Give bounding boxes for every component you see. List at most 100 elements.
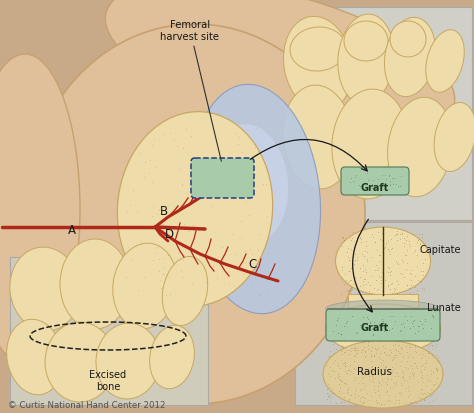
Point: [350, 238, 358, 244]
Point: [401, 252, 409, 259]
Point: [237, 235, 245, 242]
Point: [361, 348, 368, 354]
Point: [201, 192, 209, 199]
Ellipse shape: [426, 31, 464, 93]
Point: [122, 274, 129, 281]
Point: [344, 278, 351, 285]
Point: [351, 274, 358, 281]
Point: [393, 228, 401, 235]
Point: [419, 261, 427, 267]
Point: [242, 259, 250, 265]
Point: [344, 288, 352, 294]
Point: [397, 327, 404, 333]
Point: [351, 391, 358, 398]
Point: [226, 280, 233, 287]
Point: [346, 287, 353, 293]
Ellipse shape: [326, 304, 440, 354]
Point: [159, 221, 167, 228]
Point: [374, 383, 382, 390]
Point: [343, 370, 351, 376]
Ellipse shape: [105, 0, 455, 138]
Point: [359, 399, 366, 406]
Point: [164, 273, 171, 279]
Point: [422, 360, 429, 367]
Point: [356, 234, 364, 240]
Point: [134, 287, 142, 293]
Point: [179, 146, 186, 152]
Point: [395, 399, 402, 406]
Point: [423, 394, 430, 400]
Point: [421, 360, 428, 366]
Point: [429, 368, 437, 375]
Point: [349, 280, 357, 287]
Point: [339, 235, 346, 242]
Point: [384, 283, 392, 290]
Point: [392, 326, 399, 332]
Point: [397, 320, 404, 327]
Point: [382, 351, 390, 357]
Point: [387, 246, 394, 253]
Point: [342, 380, 349, 387]
Point: [159, 265, 167, 271]
Point: [245, 156, 252, 163]
Point: [382, 337, 390, 344]
Point: [387, 236, 395, 243]
Point: [410, 249, 418, 255]
Point: [342, 380, 349, 387]
Point: [432, 343, 440, 350]
Point: [348, 263, 356, 270]
Point: [404, 354, 411, 360]
Point: [209, 263, 217, 270]
Point: [418, 386, 425, 392]
Point: [342, 309, 350, 316]
Point: [373, 267, 381, 273]
Point: [343, 316, 351, 323]
Point: [432, 379, 439, 386]
Point: [234, 142, 242, 148]
Point: [367, 377, 374, 384]
Point: [370, 383, 378, 390]
Point: [419, 378, 426, 385]
Point: [405, 238, 412, 244]
Point: [355, 331, 363, 337]
Point: [371, 240, 379, 246]
Point: [149, 204, 157, 210]
Point: [192, 190, 200, 196]
Point: [359, 375, 367, 382]
Point: [326, 348, 333, 355]
Point: [353, 173, 360, 179]
Point: [238, 150, 246, 156]
Point: [404, 383, 411, 390]
Point: [394, 330, 401, 337]
Point: [401, 240, 408, 246]
Point: [359, 371, 366, 378]
Text: Lunate: Lunate: [427, 302, 461, 312]
Point: [179, 182, 186, 189]
Point: [399, 375, 407, 382]
Point: [356, 380, 363, 386]
Point: [336, 385, 344, 392]
Point: [428, 312, 435, 319]
Point: [406, 271, 413, 277]
Point: [422, 328, 429, 335]
Point: [152, 250, 159, 257]
Point: [393, 352, 401, 359]
Point: [400, 329, 408, 335]
Point: [388, 376, 395, 383]
Point: [328, 333, 336, 340]
Point: [383, 367, 391, 374]
Point: [388, 280, 395, 287]
Point: [409, 337, 417, 344]
Point: [380, 343, 387, 349]
Point: [397, 183, 404, 190]
Point: [330, 318, 338, 324]
Point: [336, 373, 343, 379]
Point: [368, 273, 376, 280]
Point: [386, 182, 394, 188]
Point: [337, 331, 345, 338]
Point: [405, 326, 413, 333]
Point: [386, 251, 393, 258]
Point: [340, 338, 348, 344]
Point: [379, 318, 386, 325]
Point: [396, 322, 403, 328]
